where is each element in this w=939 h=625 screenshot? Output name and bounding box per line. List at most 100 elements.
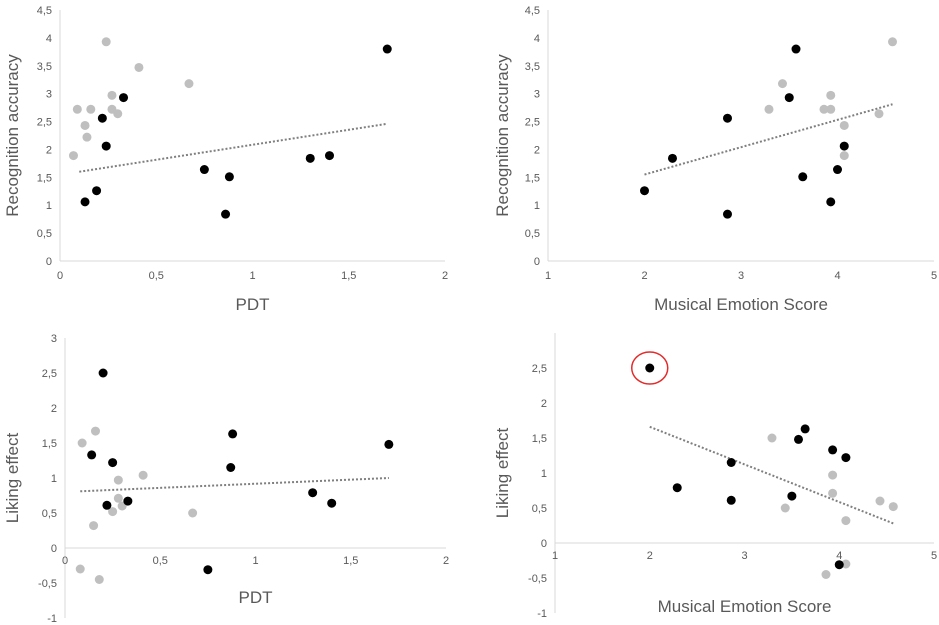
data-point-gray — [101, 37, 111, 47]
data-point-gray — [841, 516, 851, 526]
data-point-black — [228, 429, 238, 439]
y-tick-label: 0,5 — [525, 228, 540, 240]
y-tick-label: 2,5 — [532, 363, 547, 375]
data-point-black — [308, 488, 318, 498]
x-tick-label: 2 — [442, 270, 448, 282]
data-point-black — [798, 172, 808, 182]
data-point-gray — [86, 104, 96, 114]
y-tick-label: 4,5 — [37, 5, 52, 17]
y-tick-label: 1 — [541, 468, 547, 480]
data-point-black — [828, 445, 838, 455]
data-point-black — [800, 424, 810, 434]
data-point-black — [787, 491, 797, 501]
data-point-gray — [841, 559, 851, 569]
data-point-black — [325, 151, 334, 161]
data-point-gray — [821, 570, 831, 579]
data-point-gray — [839, 151, 849, 161]
y-tick-label: 0,5 — [37, 228, 52, 240]
data-point-black — [722, 209, 732, 219]
chart-2: 0 0,5 1 1,5 2 2,5 3 3,5 4 4,5 1 2 3 4 5 Musical Emotion… — [493, 5, 937, 314]
data-point-gray — [828, 488, 838, 498]
data-point-black — [640, 186, 649, 196]
data-point-gray — [72, 104, 82, 114]
x-tick-label: 2 — [443, 555, 449, 567]
trendline — [644, 103, 893, 176]
data-point-gray — [826, 90, 836, 100]
y-tick-label: 0 — [46, 256, 52, 268]
y-tick-label: 4 — [534, 33, 540, 45]
chart-3: -1 -0,5 0 0,5 1 1,5 2 2,5 3 0 0,5 1 1,5 2 PDT Liking ef… — [3, 333, 449, 625]
x-tick-label: 1 — [545, 270, 551, 282]
chart-1: 0 0,5 1 1,5 2 2,5 3 3,5 4 4,5 0 0,5 1 1,5 2 PDT Recognit… — [3, 5, 448, 314]
x-tick-label: 3 — [741, 550, 747, 562]
y-tick-label: 3,5 — [37, 61, 52, 73]
y-tick-label: -0,5 — [528, 573, 547, 585]
x-axis-title: PDT — [239, 588, 273, 607]
y-tick-label: 2,5 — [37, 117, 52, 129]
y-tick-label: 1,5 — [37, 172, 52, 184]
data-point-black — [667, 153, 677, 163]
y-tick-label: 2,5 — [42, 368, 57, 380]
data-point-black — [826, 197, 836, 207]
data-point-black — [119, 93, 129, 103]
data-point-black — [98, 368, 108, 378]
data-point-gray — [108, 507, 118, 517]
y-tick-label: 3,5 — [525, 61, 540, 73]
data-point-black — [108, 458, 118, 468]
y-tick-label: 0 — [541, 538, 547, 550]
data-point-gray — [839, 120, 849, 130]
x-tick-label: 4 — [834, 270, 840, 282]
data-point-gray — [94, 575, 104, 584]
y-tick-label: 1 — [51, 473, 57, 485]
y-tick-label: -0,5 — [38, 578, 57, 590]
data-point-gray — [188, 508, 198, 518]
data-point-gray — [89, 521, 99, 531]
x-tick-label: 0 — [62, 555, 68, 567]
data-point-black — [839, 141, 849, 151]
x-axis-title: Musical Emotion Score — [654, 295, 828, 314]
x-tick-label: 1 — [249, 270, 255, 282]
data-point-black — [80, 197, 90, 207]
data-point-black — [226, 463, 236, 472]
data-point-gray — [777, 79, 787, 89]
data-point-gray — [90, 426, 100, 436]
data-point-gray — [82, 132, 92, 142]
data-point-gray — [875, 496, 885, 506]
y-tick-label: 0 — [51, 543, 57, 555]
data-point-gray — [107, 90, 117, 100]
data-point-black — [92, 186, 102, 196]
y-tick-label: 3 — [534, 89, 540, 101]
y-tick-label: -1 — [47, 613, 57, 625]
x-tick-label: 1,5 — [341, 270, 356, 282]
x-tick-label: 5 — [931, 550, 937, 562]
x-tick-label: 2 — [641, 270, 647, 282]
x-tick-label: 1 — [552, 550, 558, 562]
data-point-gray — [134, 62, 144, 72]
data-point-black — [384, 439, 394, 449]
y-axis-title: Recognition accuracy — [3, 54, 22, 217]
data-point-black — [791, 44, 801, 54]
y-tick-label: 4 — [46, 33, 52, 45]
data-point-gray — [138, 470, 148, 480]
y-tick-label: 0,5 — [532, 503, 547, 515]
x-tick-label: 3 — [738, 270, 744, 282]
y-tick-label: 0 — [534, 256, 540, 268]
y-tick-label: 2 — [534, 144, 540, 156]
chart-4: -1 -0,5 0 0,5 1 1,5 2 2,5 1 2 3 4 5 Musical Emotion S… — [493, 333, 937, 620]
data-point-gray — [113, 493, 123, 503]
data-point-black — [305, 153, 315, 163]
y-tick-label: 1,5 — [525, 172, 540, 184]
data-point-black — [382, 44, 392, 54]
data-point-black — [221, 209, 231, 219]
x-tick-label: 0 — [57, 270, 63, 282]
y-axis-title: Liking effect — [493, 428, 512, 519]
data-point-black — [327, 498, 337, 508]
trendline — [79, 122, 388, 173]
data-point-black — [672, 483, 682, 493]
x-axis-title: Musical Emotion Score — [658, 597, 832, 616]
data-point-black — [102, 500, 112, 510]
y-tick-label: 0,5 — [42, 508, 57, 520]
data-point-black — [97, 113, 107, 123]
data-point-gray — [764, 104, 774, 114]
